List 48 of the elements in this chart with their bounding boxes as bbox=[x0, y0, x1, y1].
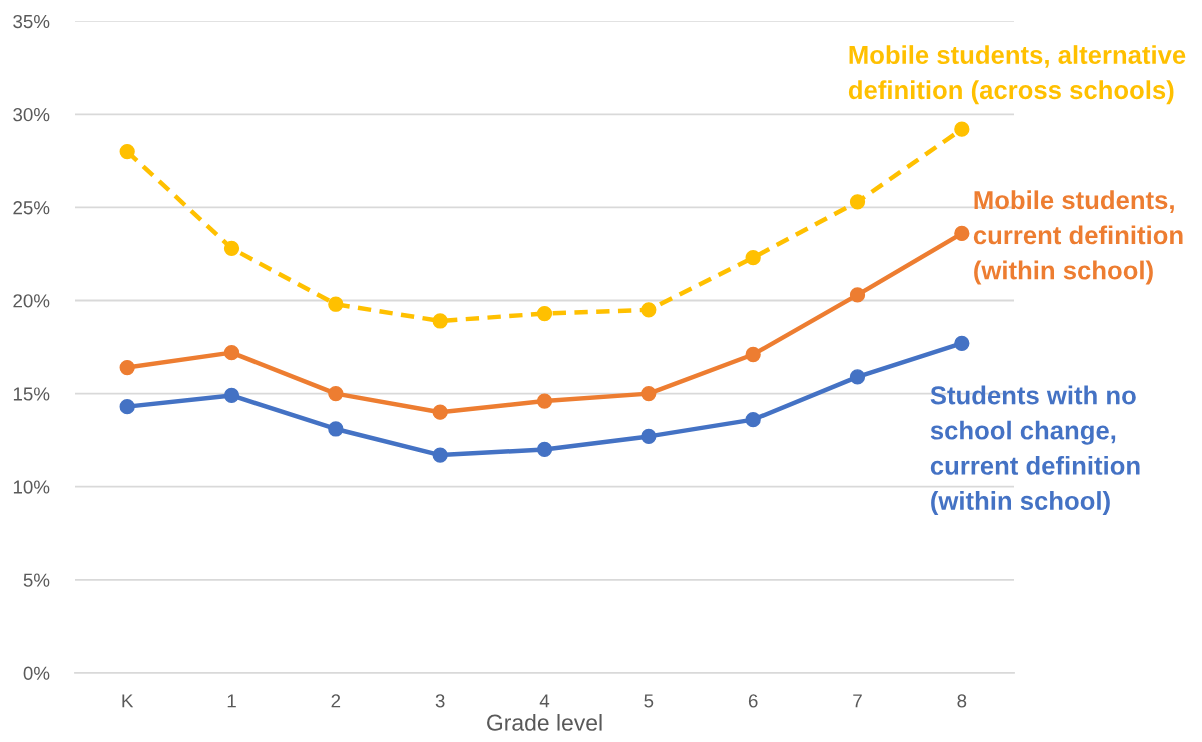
y-tick-label: 25% bbox=[13, 201, 50, 215]
point bbox=[119, 398, 135, 415]
point bbox=[536, 393, 553, 409]
point bbox=[641, 428, 657, 445]
text: Mobile students, alternative definition (across schools) bbox=[848, 45, 1186, 105]
point bbox=[223, 344, 240, 361]
point bbox=[119, 359, 135, 376]
point bbox=[432, 447, 448, 463]
point bbox=[849, 287, 866, 303]
x-tick-label: 3 bbox=[435, 694, 445, 708]
point bbox=[641, 302, 657, 318]
x-tick-label: 2 bbox=[331, 694, 341, 708]
y-tick-label: 15% bbox=[13, 387, 50, 401]
point bbox=[536, 441, 553, 458]
x-tick-label: 1 bbox=[227, 694, 236, 708]
point bbox=[223, 240, 240, 257]
y-tick-label: 5% bbox=[23, 573, 50, 587]
point bbox=[849, 369, 866, 385]
point bbox=[745, 250, 761, 266]
point bbox=[849, 194, 866, 210]
point bbox=[432, 313, 448, 329]
y-tick-label: 20% bbox=[13, 294, 50, 308]
point bbox=[432, 404, 448, 420]
point bbox=[328, 385, 344, 402]
y-tick-label: 30% bbox=[13, 108, 50, 122]
x-axis-title: Grade level bbox=[487, 713, 602, 731]
point bbox=[954, 225, 970, 242]
y-tick-label: 10% bbox=[13, 480, 50, 494]
x-tick-label: 4 bbox=[539, 694, 550, 708]
point bbox=[536, 305, 553, 322]
y-tick-label: 0% bbox=[23, 666, 50, 680]
x-tick-label: 8 bbox=[957, 694, 967, 708]
point bbox=[328, 421, 344, 437]
point bbox=[223, 387, 240, 404]
series-label: Mobile students, current definition (within school) bbox=[973, 190, 1183, 285]
x-tick-label: 6 bbox=[748, 694, 758, 708]
point bbox=[328, 296, 344, 312]
point bbox=[745, 346, 761, 363]
point bbox=[954, 121, 970, 137]
x-tick-label: K bbox=[122, 694, 134, 708]
x-tick-label: 7 bbox=[853, 694, 862, 708]
series-label: Students with no school change, current definition (within school) bbox=[930, 385, 1140, 516]
y-tick-label: 35% bbox=[13, 14, 50, 29]
point bbox=[641, 385, 657, 402]
point bbox=[745, 412, 761, 428]
point bbox=[954, 335, 970, 351]
x-tick-label: 5 bbox=[644, 694, 654, 708]
point bbox=[119, 143, 135, 160]
